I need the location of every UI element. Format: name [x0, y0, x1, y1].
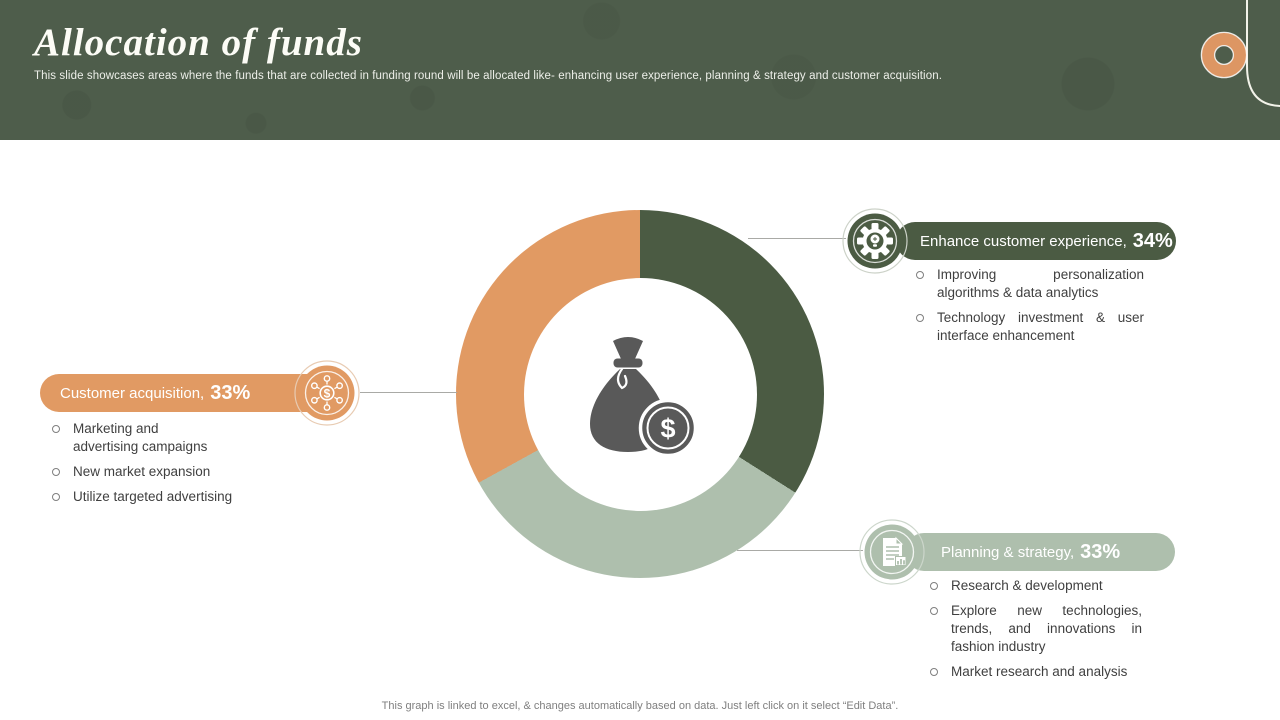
header-orange-ring-decoration — [1200, 31, 1248, 79]
document-report-icon — [859, 519, 925, 585]
connector-line-enhance — [748, 238, 846, 239]
connector-line-customer — [360, 392, 457, 393]
bullet-marker-icon — [52, 425, 60, 433]
list-item: Improving personalization algorithms & d… — [916, 266, 1144, 302]
bullet-text: Explore new technologies, trends, and in… — [951, 602, 1142, 654]
list-item: Technology investment & user interface e… — [916, 309, 1144, 345]
bullet-marker-icon — [930, 667, 938, 676]
list-item: Market research and analysis — [930, 663, 1142, 681]
bullet-text: Utilize targeted advertising — [73, 488, 233, 504]
callout-pill-planning: Planning & strategy, 33% — [905, 533, 1175, 571]
svg-text:$: $ — [660, 414, 675, 444]
footer-note: This graph is linked to excel, & changes… — [381, 700, 899, 712]
list-item: New market expansion — [52, 463, 264, 481]
bullet-marker-icon — [52, 467, 60, 476]
callout-value: 33% — [210, 381, 251, 404]
page-subtitle: This slide showcases areas where the fun… — [34, 70, 942, 82]
callout-pill-customer: Customer acquisition, 33% — [40, 374, 330, 412]
list-item: Marketing and advertising campaigns — [52, 420, 264, 456]
svg-text:$: $ — [324, 387, 331, 401]
bullet-text: Research & development — [951, 578, 1103, 593]
dollar-network-icon: $ — [294, 360, 360, 426]
bullet-marker-icon — [930, 582, 938, 590]
callout-label: Enhance customer experience, — [920, 232, 1127, 250]
list-item: Research & development — [930, 577, 1142, 595]
callout-label: Planning & strategy, — [941, 543, 1075, 561]
bullet-marker-icon — [916, 313, 924, 322]
bullet-text: Market research and analysis — [951, 663, 1128, 679]
bullet-list-planning: Research & development Explore new techn… — [930, 577, 1142, 688]
page-title: Allocation of funds — [34, 21, 363, 64]
bullet-marker-icon — [52, 492, 60, 501]
callout-pill-enhance: Enhance customer experience, 34% — [896, 222, 1176, 260]
bullet-text: New market expansion — [73, 463, 211, 479]
gear-brain-icon — [842, 208, 908, 274]
callout-label: Customer acquisition, — [60, 384, 205, 402]
bullet-list-enhance: Improving personalization algorithms & d… — [916, 266, 1144, 352]
header-curve-decoration — [1246, 0, 1280, 107]
callout-value: 34% — [1132, 229, 1173, 252]
list-item: Utilize targeted advertising — [52, 488, 264, 506]
slide-header — [0, 0, 1280, 140]
list-item: Explore new technologies, trends, and in… — [930, 602, 1142, 656]
callout-value: 33% — [1080, 540, 1121, 563]
bullet-text: Marketing and advertising campaigns — [73, 421, 208, 454]
bullet-list-customer: Marketing and advertising campaigns New … — [52, 420, 264, 513]
bullet-marker-icon — [916, 271, 924, 279]
money-bag-icon: $ — [590, 337, 698, 458]
connector-line-planning — [737, 550, 863, 551]
bullet-text: Improving personalization algorithms & d… — [937, 267, 1144, 300]
bullet-marker-icon — [930, 606, 938, 615]
bullet-text: Technology investment & user interface e… — [937, 309, 1144, 343]
